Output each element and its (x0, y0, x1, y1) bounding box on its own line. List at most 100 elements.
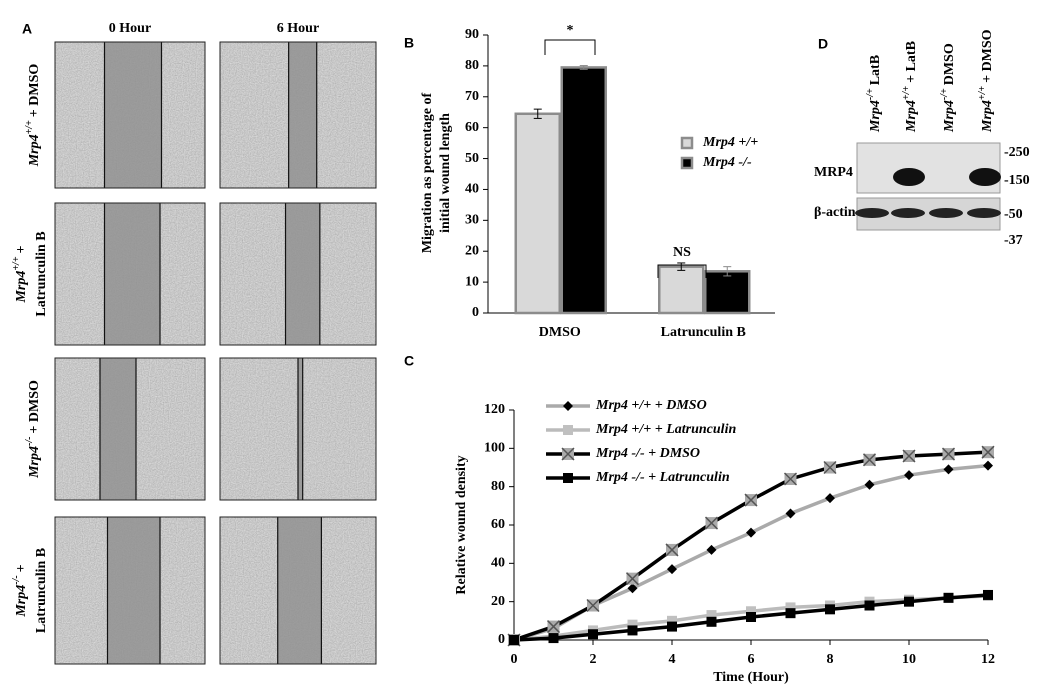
gene: Mrp4 (14, 585, 29, 618)
x-tick-label: DMSO (539, 325, 581, 340)
band (967, 208, 1001, 218)
marker-cross (586, 598, 600, 613)
legend-swatch (680, 156, 694, 170)
micrograph-border (219, 357, 377, 501)
marker (563, 425, 573, 435)
marker (864, 479, 875, 490)
marker (667, 564, 677, 575)
panel-label: B (404, 35, 414, 51)
y-tick-label: 70 (465, 89, 479, 104)
x-tick-label: 12 (981, 652, 995, 667)
marker (588, 629, 598, 640)
treatment: + (14, 245, 29, 253)
marker-cross (665, 543, 679, 557)
marker (981, 445, 995, 459)
treatment: LatB (868, 55, 883, 85)
y-tick-label: 30 (465, 213, 479, 228)
row-label: Mrp4-/- + (11, 564, 29, 617)
marker (665, 543, 679, 557)
band (891, 208, 925, 218)
y-tick-label: 0 (498, 632, 505, 647)
marker (823, 460, 837, 475)
error-bar (579, 65, 588, 70)
bar (560, 66, 607, 315)
marker (983, 589, 993, 600)
marker (864, 600, 875, 611)
micrograph-border (54, 516, 206, 665)
marker (627, 619, 638, 630)
lane-label: Mrp4+/+ + LatB (901, 41, 919, 133)
row-label: Mrp4+/+ + DMSO (24, 64, 42, 168)
x-tick-label: 2 (590, 652, 597, 667)
genotype: +/+ (901, 86, 912, 100)
y-tick-label: 100 (484, 441, 505, 456)
column-header: 6 Hour (277, 21, 319, 36)
genotype: -/+ (865, 88, 876, 100)
genotype: -/+ (939, 88, 950, 100)
y-axis-label: initial wound length (438, 113, 453, 233)
marker (627, 583, 638, 594)
wound-area (107, 517, 160, 664)
column-header: 0 Hour (109, 21, 151, 36)
y-tick-label: 40 (491, 556, 505, 571)
legend-label: Mrp4 +/+ (702, 135, 758, 150)
marker (706, 616, 717, 627)
wound-area (298, 358, 303, 500)
marker-cross (744, 493, 758, 507)
gene: Mrp4 (904, 100, 919, 133)
size-marker: -250 (1004, 145, 1030, 160)
marker (862, 453, 877, 467)
y-tick-label: 10 (465, 274, 479, 289)
marker (746, 606, 756, 617)
y-tick-label: 40 (465, 182, 479, 197)
x-tick-label: 8 (827, 652, 834, 667)
significance-bracket (657, 264, 707, 278)
treatment: + LatB (904, 41, 919, 83)
wound-area (104, 42, 162, 188)
band (969, 168, 1001, 186)
marker (667, 615, 677, 626)
panel-label: A (22, 21, 32, 37)
legend-swatch (680, 136, 694, 150)
row-label-line2: Latrunculin B (34, 231, 49, 316)
gene: Mrp4 (27, 446, 42, 479)
y-axis-label: Migration as percentage of (420, 93, 435, 254)
y-axis-label: Relative wound density (454, 455, 469, 594)
legend-label: Mrp4 -/- (702, 155, 752, 170)
marker-cross (704, 516, 719, 530)
legend-label: Mrp4 -/- + DMSO (595, 446, 700, 461)
blot-row-label: β-actin (814, 205, 856, 220)
marker-cross (902, 449, 916, 463)
marker (943, 592, 954, 603)
size-marker: -150 (1004, 173, 1030, 188)
blot (856, 142, 1001, 194)
x-tick-label: 0 (511, 652, 518, 667)
y-tick-label: 60 (491, 517, 505, 532)
micrograph-border (219, 516, 377, 665)
y-tick-label: 0 (472, 305, 479, 320)
marker (706, 610, 717, 621)
micrograph-border (54, 202, 206, 346)
marker (746, 612, 756, 622)
x-tick-label: 10 (902, 652, 916, 667)
band (893, 168, 925, 186)
y-tick-label: 20 (491, 594, 505, 609)
blot-row-label: MRP4 (814, 165, 853, 180)
legend-label: Mrp4 +/+ + DMSO (595, 398, 707, 413)
treatment: + DMSO (980, 29, 995, 83)
treatment: + DMSO (27, 64, 42, 118)
marker (943, 464, 954, 475)
marker (785, 608, 796, 619)
marker (706, 544, 717, 555)
marker (983, 460, 993, 471)
legend-label: Mrp4 -/- + Latrunculin (595, 470, 730, 485)
y-tick-label: 60 (465, 120, 479, 135)
genotype: +/+ (24, 120, 35, 134)
marker (825, 493, 835, 504)
lane-label: Mrp4-/+ DMSO (939, 43, 957, 133)
marker (785, 508, 796, 519)
micrograph-border (219, 41, 377, 189)
marker (783, 472, 798, 486)
x-axis-label: Time (Hour) (713, 670, 789, 685)
marker (586, 598, 600, 613)
